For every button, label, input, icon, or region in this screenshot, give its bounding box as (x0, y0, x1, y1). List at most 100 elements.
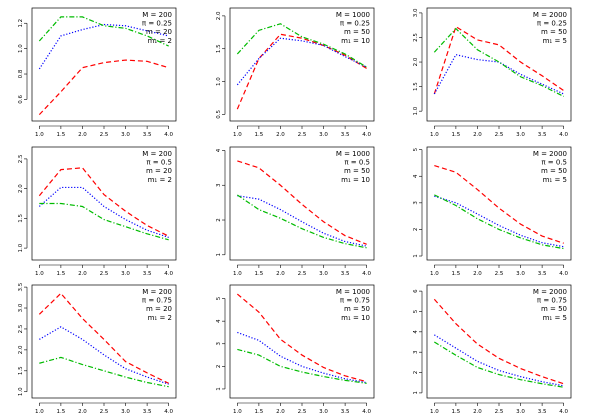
x-tick-label: 2.5 (100, 271, 109, 277)
series-line-blue (434, 334, 564, 387)
x-tick-label: 1.5 (255, 132, 264, 138)
series-line-green (236, 23, 367, 68)
y-tick-label: 3.0 (18, 303, 24, 312)
x-tick-label: 2.0 (276, 132, 285, 138)
x-tick-label: 1.5 (57, 271, 66, 277)
series-line-red (236, 33, 367, 110)
legend-line: M = 200 (142, 11, 172, 19)
x-tick-label: 3.0 (121, 409, 130, 415)
y-tick-label: 2 (216, 365, 222, 369)
x-tick-label: 3.5 (538, 271, 547, 277)
x-tick-label: 4.0 (164, 271, 173, 277)
series-line-red (237, 160, 367, 245)
plot-frame (426, 284, 572, 399)
y-tick-label: 3.0 (413, 8, 419, 17)
legend-line: π = 0.25 (142, 20, 172, 28)
x-tick-label: 3.5 (143, 271, 152, 277)
x-tick-label: 2.5 (100, 132, 109, 138)
legend-line: m = 50 (541, 167, 567, 175)
legend-line: m = 50 (541, 28, 567, 36)
series-line-blue (237, 195, 367, 247)
y-tick-label: 4 (413, 330, 419, 334)
y-tick-label: 4 (216, 148, 222, 152)
legend-line: m₁ = 2 (148, 37, 172, 45)
y-tick-label: 1.5 (216, 44, 222, 53)
x-tick-label: 4.0 (164, 409, 173, 415)
legend-line: π = 0.5 (541, 159, 567, 167)
x-tick-label: 3.5 (341, 132, 350, 138)
x-tick-label: 3.0 (516, 132, 525, 138)
legend-line: m = 50 (344, 28, 370, 36)
y-tick-label: 1.0 (18, 387, 24, 396)
series-line-red (236, 293, 367, 383)
plot-frame (31, 7, 177, 122)
y-tick-label: 1.2 (18, 19, 24, 28)
x-tick-label: 2.0 (78, 409, 87, 415)
x-tick-label: 1.0 (35, 409, 44, 415)
series-line-blue (38, 23, 169, 70)
x-tick-label: 4.0 (559, 271, 568, 277)
x-tick-label: 3.0 (319, 132, 328, 138)
y-tick-label: 0.5 (216, 110, 222, 119)
x-tick-label: 1.0 (233, 271, 242, 277)
x-tick-label: 1.0 (35, 271, 44, 277)
y-tick-label: 2 (413, 228, 419, 232)
legend-line: M = 200 (142, 150, 172, 158)
x-tick-label: 3.5 (143, 132, 152, 138)
y-tick-label: 5 (413, 309, 419, 313)
legend-line: π = 0.75 (340, 297, 370, 305)
series-line-green (434, 341, 564, 388)
series-line-red (433, 298, 564, 385)
x-tick-label: 3.0 (121, 132, 130, 138)
series-line-green (434, 194, 564, 250)
y-tick-label: 3.5 (18, 282, 24, 291)
y-tick-label: 2.5 (18, 154, 24, 163)
legend-line: M = 1000 (336, 288, 370, 296)
y-tick-label: 5 (413, 147, 419, 151)
panel-0: 1.0 1.5 2.0 2.5 3.0 3.5 4.0 0.6 0.8 1.0 1.2 M = 200… (18, 7, 177, 138)
x-tick-label: 4.0 (362, 409, 371, 415)
plot-frame (426, 146, 572, 261)
series-line-green (39, 202, 169, 241)
panel-2: 1.0 1.5 2.0 2.5 3.0 3.5 4.0 1.0 1.5 2.0 2.5 3.0 M = … (413, 7, 572, 138)
x-tick-label: 2.0 (78, 271, 87, 277)
x-tick-label: 3.0 (319, 409, 328, 415)
y-tick-label: 1 (413, 254, 419, 258)
legend-line: M = 2000 (533, 288, 567, 296)
y-tick-label: 2 (216, 218, 222, 222)
x-tick-label: 1.5 (452, 132, 461, 138)
series-line-red (38, 167, 169, 237)
y-tick-label: 2 (413, 371, 419, 375)
legend-line: M = 200 (142, 288, 172, 296)
x-tick-label: 2.0 (78, 132, 87, 138)
legend-line: π = 0.5 (146, 159, 172, 167)
y-tick-label: 3 (413, 350, 419, 354)
x-tick-label: 1.5 (255, 409, 264, 415)
x-tick-label: 2.0 (473, 271, 482, 277)
x-tick-label: 2.5 (100, 409, 109, 415)
x-tick-label: 2.0 (276, 409, 285, 415)
legend-line: π = 0.25 (340, 20, 370, 28)
y-tick-label: 3 (216, 183, 222, 187)
legend-line: m = 20 (146, 167, 172, 175)
x-tick-label: 1.5 (452, 409, 461, 415)
panel-1: 1.0 1.5 2.0 2.5 3.0 3.5 4.0 0.5 1.0 1.5 2.0 M = 100… (216, 7, 375, 138)
plot-frame (229, 284, 375, 399)
x-tick-label: 4.0 (362, 271, 371, 277)
series-line-blue (434, 195, 564, 248)
y-tick-label: 1.0 (216, 77, 222, 86)
x-tick-label: 4.0 (164, 132, 173, 138)
x-tick-label: 1.5 (255, 271, 264, 277)
series-line-blue (433, 53, 564, 95)
x-tick-label: 3.5 (341, 271, 350, 277)
y-tick-label: 0.8 (18, 69, 24, 78)
x-tick-label: 3.5 (538, 132, 547, 138)
legend-line: m₁ = 5 (543, 176, 567, 184)
legend-line: m = 50 (541, 305, 567, 313)
y-tick-label: 1 (216, 387, 222, 391)
panel-6: 1.0 1.5 2.0 2.5 3.0 3.5 4.0 1.0 1.5 2.0 2.5 3.0 3.5 M… (18, 282, 177, 415)
x-tick-label: 3.5 (341, 409, 350, 415)
x-tick-label: 1.0 (430, 409, 439, 415)
legend-line: m₁ = 5 (543, 37, 567, 45)
